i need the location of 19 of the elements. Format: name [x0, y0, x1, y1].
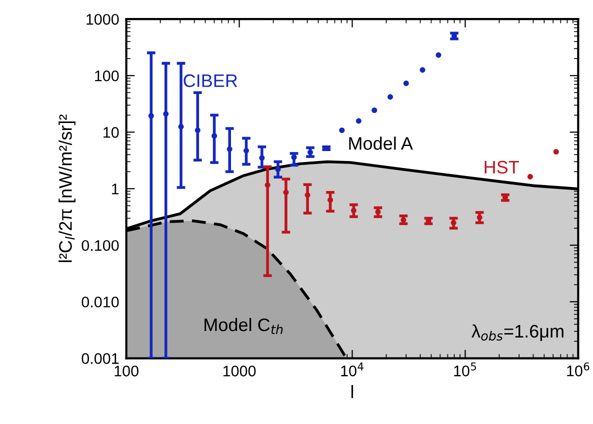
annotation: λ$_{obs}$=1.6μm: [472, 324, 564, 341]
y-tick-label: 0.100: [82, 240, 119, 251]
y-tick-label: 1: [112, 184, 119, 194]
x-tick-label: 10$^{5}$: [454, 362, 476, 376]
y-tick-label: 1000: [86, 14, 119, 25]
series-label: HST: [484, 160, 519, 174]
series-label: Model A: [349, 136, 413, 150]
x-tick-label: 100: [114, 366, 138, 376]
x-tick-label: 1000: [223, 366, 256, 376]
y-axis-title: l²C$_{l}$/2π [nW/m²/sr]²: [58, 114, 76, 262]
series-label: CIBER: [184, 74, 238, 88]
y-tick-label: 0.010: [82, 296, 119, 308]
y-tick-label: 100: [95, 70, 119, 82]
y-tick-label: 0.001: [82, 353, 119, 364]
x-tick-label: 10$^{4}$: [341, 362, 364, 376]
x-tick-label: 10$^{6}$: [567, 362, 590, 376]
series-label: Model C$_{th}$: [204, 318, 283, 334]
y-tick-label: 10: [104, 127, 119, 138]
x-axis-title: l: [351, 385, 354, 398]
